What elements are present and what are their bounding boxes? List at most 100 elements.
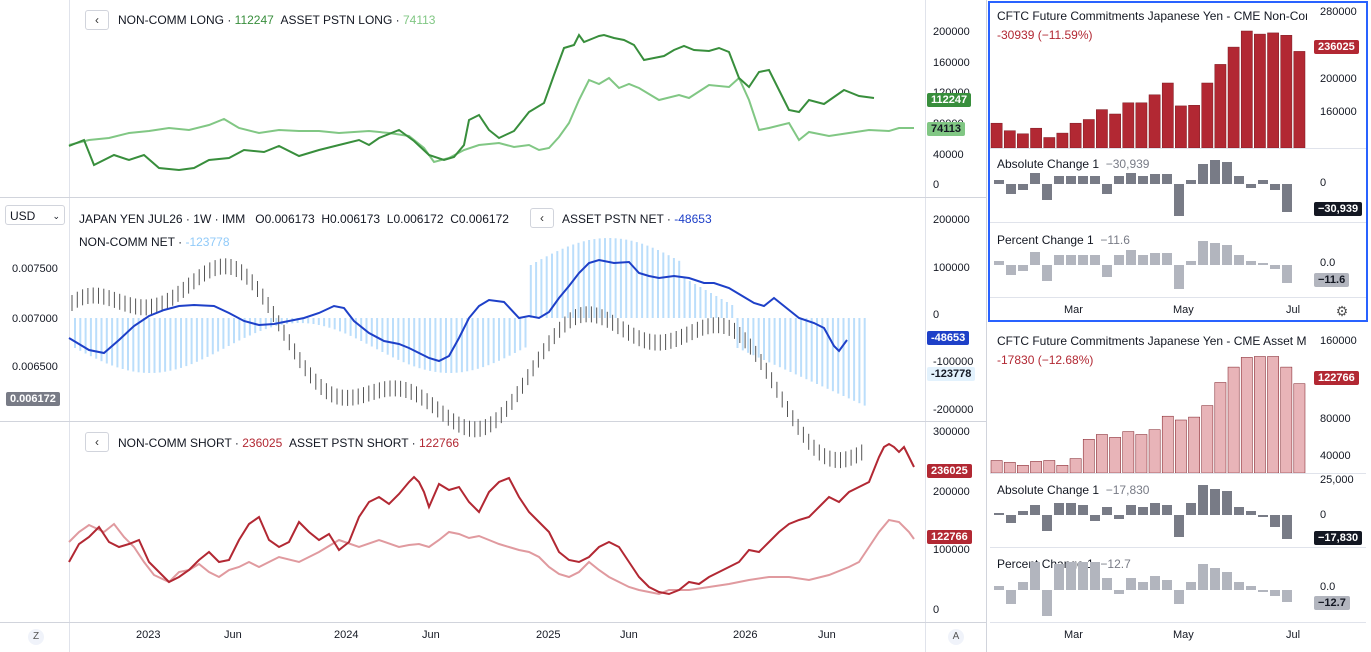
month-tick: Mar: [1064, 304, 1083, 316]
histogram-bar: [132, 318, 135, 372]
currency-select[interactable]: USD ⌄: [5, 205, 65, 225]
bar: [1030, 461, 1042, 474]
collapse-legend-button[interactable]: ‹: [85, 10, 109, 30]
histogram-bar: [238, 318, 241, 341]
top-abs-tag: −30,939: [1314, 202, 1363, 216]
histogram-bar: [466, 318, 469, 372]
histogram-bar: [863, 318, 866, 406]
time-tick: Jun: [818, 629, 836, 641]
histogram-bar: [211, 318, 214, 355]
pct-change-value: −12.7: [1100, 557, 1131, 571]
histogram-bar: [831, 318, 834, 392]
top-mini-chart-selected[interactable]: [988, 1, 1368, 322]
bar: [1135, 434, 1148, 474]
divider: [990, 622, 1366, 623]
collapse-legend-button[interactable]: ‹: [530, 208, 554, 228]
histogram-bar: [487, 318, 490, 366]
asset-short-value: 122766: [419, 436, 460, 450]
axis-tick: 300000: [933, 426, 970, 438]
histogram-bar: [810, 318, 813, 382]
bar: [1148, 94, 1161, 149]
time-tick: 2024: [334, 629, 359, 641]
histogram-bar: [445, 318, 447, 373]
histogram-bar: [524, 318, 527, 348]
bar: [1122, 431, 1135, 474]
price-tick: 0.007000: [12, 313, 58, 325]
bar: [1003, 462, 1016, 474]
abs-change-label: Absolute Change 1: [997, 157, 1100, 171]
histogram-bar: [386, 318, 389, 355]
histogram-bar: [148, 318, 151, 373]
histogram-bar: [137, 318, 140, 373]
axis-tick: 100000: [933, 262, 970, 274]
histogram-bar: [164, 318, 167, 372]
bar: [1240, 357, 1253, 474]
bar: [1293, 51, 1306, 149]
auto-scale-button[interactable]: A: [948, 629, 964, 645]
price-tag: 0.006172: [6, 392, 60, 406]
histogram-bar: [381, 318, 384, 352]
bar: [1201, 82, 1214, 149]
axis-tick: 0: [933, 309, 940, 321]
histogram-bar: [842, 318, 845, 396]
axis-tick: -200000: [933, 404, 974, 416]
collapse-legend-button[interactable]: ‹: [85, 432, 109, 452]
bar: [1240, 30, 1253, 149]
axis-tick: 0: [933, 604, 940, 616]
time-tick: Jun: [620, 629, 638, 641]
abs-change-label: Absolute Change 1: [997, 483, 1100, 497]
noncomm-long-value: 112247: [234, 13, 274, 27]
histogram-bar: [455, 318, 458, 373]
histogram-bar: [826, 318, 829, 389]
axis-tick: 80000: [1320, 413, 1351, 425]
histogram-bar: [519, 318, 522, 351]
histogram-bar: [588, 240, 591, 318]
auto-zoom-button[interactable]: Z: [28, 629, 44, 645]
histogram-bar: [816, 318, 818, 384]
histogram-bar: [95, 318, 98, 359]
bar: [1280, 35, 1293, 149]
histogram-bar: [609, 238, 612, 318]
histogram-bar: [323, 318, 326, 327]
histogram-bar: [248, 318, 251, 336]
price-tick: 0.007500: [12, 263, 58, 275]
histogram-bar: [84, 318, 87, 354]
noncomm-long-name: NON-COMM LONG: [118, 13, 224, 27]
histogram-bar: [593, 239, 596, 318]
histogram-bar: [566, 246, 569, 318]
histogram-bar: [376, 318, 379, 350]
divider: [990, 148, 1366, 149]
right-axis-border: [925, 0, 926, 652]
histogram-bar: [195, 318, 198, 362]
bar: [1188, 105, 1200, 149]
low-value: 0.006172: [393, 212, 444, 226]
pane-separator-1: [0, 197, 986, 198]
abs-change-value: −30,939: [1105, 157, 1150, 171]
histogram-bar: [672, 258, 675, 318]
time-tick: Jun: [224, 629, 242, 641]
histogram-bar: [142, 318, 145, 373]
histogram-bar: [201, 318, 204, 360]
axis-tick: 0: [933, 179, 940, 191]
gear-icon[interactable]: ⚙: [1335, 303, 1349, 319]
bottom-abs-tag: −17,830: [1314, 531, 1363, 545]
histogram-bar: [79, 318, 82, 351]
time-axis-border: [0, 622, 986, 623]
histogram-bar: [508, 318, 511, 356]
axis-tick: 280000: [1320, 6, 1357, 18]
panel-divider: [986, 0, 987, 652]
histogram-bar: [402, 318, 405, 363]
axis-tick: 0.0: [1320, 581, 1336, 593]
asset-long-line: [68, 76, 914, 164]
histogram-bar: [731, 305, 734, 318]
histogram-bar: [423, 318, 426, 370]
histogram-bar: [853, 318, 856, 401]
histogram-bar: [206, 318, 209, 357]
histogram-bar: [784, 318, 787, 370]
divider: [990, 297, 1366, 298]
noncomm-net-value: -123778: [185, 235, 230, 249]
histogram-bar: [704, 290, 707, 318]
bar: [1096, 109, 1108, 149]
bar: [1082, 119, 1095, 149]
noncomm-net-tag: -123778: [927, 367, 976, 381]
